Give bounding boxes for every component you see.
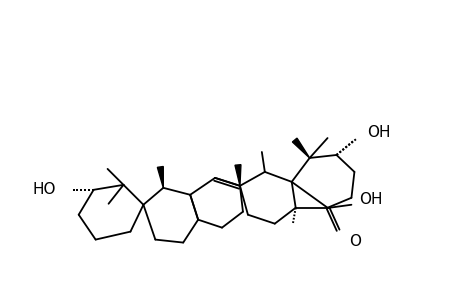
Text: O: O	[349, 234, 361, 249]
Polygon shape	[235, 165, 241, 186]
Polygon shape	[292, 138, 309, 158]
Text: OH: OH	[367, 124, 390, 140]
Text: OH: OH	[358, 192, 382, 207]
Polygon shape	[157, 167, 163, 188]
Text: HO: HO	[32, 182, 56, 197]
